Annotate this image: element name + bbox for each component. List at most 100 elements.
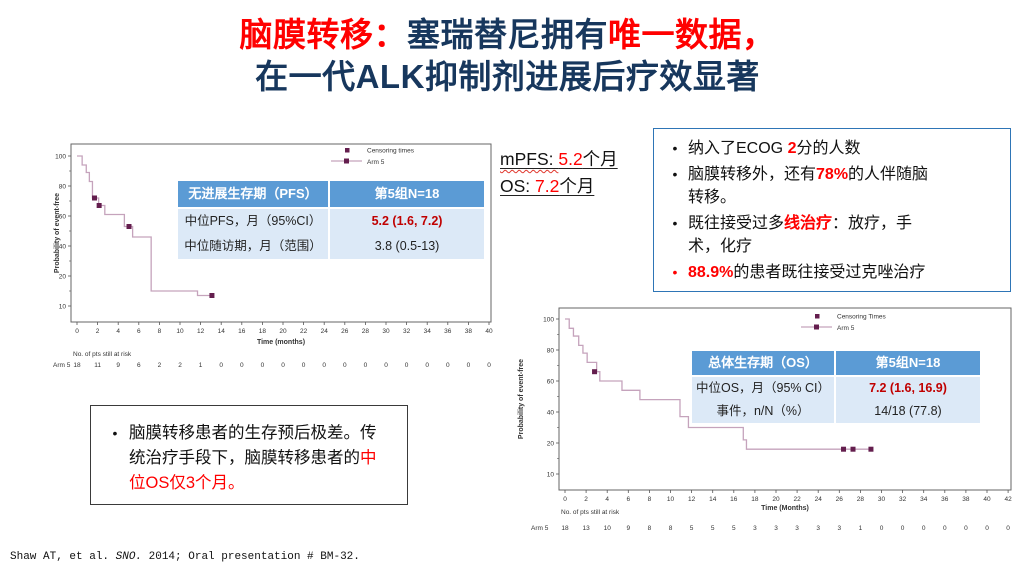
svg-text:0: 0	[322, 362, 326, 369]
svg-text:30: 30	[878, 496, 886, 503]
svg-text:Probability of event-free: Probability of event-free	[54, 193, 61, 273]
key-points-list: • 纳入了ECOG 2分的人数 • 脑膜转移外，还有78%的人伴随脑转移。 • 既往接受过…	[662, 137, 1000, 284]
svg-text:10: 10	[604, 525, 612, 532]
text-segment: 脑膜转移：	[239, 16, 407, 53]
title-line-1: 脑膜转移：塞瑞替尼拥有唯一数据，	[0, 14, 1015, 56]
title-line-2: 在一代ALK抑制剂进展后疗效显著	[0, 56, 1015, 98]
text-segment: 塞瑞替尼拥有	[407, 16, 608, 53]
svg-text:24: 24	[815, 496, 823, 503]
svg-text:Arm 5: Arm 5	[367, 159, 385, 166]
svg-text:0: 0	[901, 525, 905, 532]
prognosis-note-text: 脑膜转移患者的生存预后极差。传统治疗手段下，脑膜转移患者的中位OS仅3个月。	[129, 421, 383, 496]
bullet-marker: •	[672, 264, 678, 280]
bullet-item: • 脑膜转移外，还有78%的人伴随脑转移。	[662, 163, 1000, 209]
svg-text:0: 0	[964, 525, 968, 532]
text-segment: 个月	[559, 176, 595, 196]
svg-text:40: 40	[485, 328, 493, 335]
svg-text:12: 12	[197, 328, 205, 335]
svg-text:2: 2	[178, 362, 182, 369]
svg-text:5: 5	[732, 525, 736, 532]
svg-text:Arm 5: Arm 5	[837, 325, 855, 332]
svg-text:0: 0	[467, 362, 471, 369]
svg-text:18: 18	[561, 525, 569, 532]
svg-text:0: 0	[384, 362, 388, 369]
text-segment: 分的人数	[796, 140, 861, 157]
svg-text:3: 3	[837, 525, 841, 532]
text-segment: 中位OS仅3个月	[129, 449, 377, 492]
os-median-value: 7.2 (1.6, 16.9)	[836, 377, 980, 400]
svg-text:36: 36	[941, 496, 949, 503]
text-segment: 既往接受过多	[688, 215, 785, 232]
text-segment: 线治疗	[784, 215, 833, 232]
os-table: 总体生存期（OS） 第5组N=18 中位OS，月（95% CI） 7.2 (1.…	[692, 351, 980, 423]
svg-text:22: 22	[793, 496, 801, 503]
pfs-km-chart: 100 80 60 40 20 10 0 2 4 6 8 10 12 14 16 18 20 22 24 26 28 30…	[53, 132, 493, 384]
svg-text:60: 60	[547, 378, 555, 385]
os-line: OS: 7.2个月	[500, 173, 618, 200]
svg-text:0: 0	[302, 362, 306, 369]
svg-text:4: 4	[116, 328, 120, 335]
svg-text:0: 0	[75, 328, 79, 335]
svg-text:26: 26	[341, 328, 349, 335]
text-segment: 脑膜转移外，还有	[688, 166, 817, 183]
svg-text:Probability of event-free: Probability of event-free	[518, 359, 525, 439]
svg-text:60: 60	[59, 213, 67, 220]
svg-text:20: 20	[772, 496, 780, 503]
svg-text:9: 9	[626, 525, 630, 532]
svg-text:Time (Months): Time (Months)	[761, 505, 809, 512]
svg-text:2: 2	[158, 362, 162, 369]
text-segment: OS:	[500, 176, 536, 196]
svg-text:0: 0	[364, 362, 368, 369]
bullet-marker: •	[672, 215, 678, 231]
svg-text:12: 12	[688, 496, 696, 503]
pfs-table-header-metric: 无进展生存期（PFS）	[178, 181, 328, 207]
svg-text:14: 14	[218, 328, 226, 335]
pfs-median-value: 5.2 (1.6, 7.2)	[330, 209, 484, 234]
bullet-text: 脑膜转移外，还有78%的人伴随脑转移。	[688, 163, 934, 209]
text-segment: 个月	[582, 149, 618, 169]
svg-text:0: 0	[425, 362, 429, 369]
bullet-item: • 纳入了ECOG 2分的人数	[662, 137, 1000, 160]
svg-text:26: 26	[836, 496, 844, 503]
svg-text:0: 0	[563, 496, 567, 503]
svg-text:8: 8	[648, 525, 652, 532]
svg-text:0: 0	[943, 525, 947, 532]
svg-text:0: 0	[240, 362, 244, 369]
svg-text:Time (months): Time (months)	[257, 339, 305, 346]
text-segment: 78%	[816, 166, 849, 183]
svg-text:16: 16	[730, 496, 738, 503]
pfs-followup-value: 3.8 (0.5-13)	[330, 234, 484, 259]
svg-text:18: 18	[751, 496, 759, 503]
svg-text:0: 0	[985, 525, 989, 532]
os-events-label: 事件，n/N（%）	[692, 400, 834, 423]
text-segment: Shaw AT, et al.	[10, 551, 116, 563]
text-segment: 的人伴随脑转移。	[688, 166, 929, 206]
svg-text:16: 16	[238, 328, 246, 335]
svg-text:0: 0	[922, 525, 926, 532]
svg-text:24: 24	[321, 328, 329, 335]
os-median-label: 中位OS，月（95% CI）	[692, 377, 834, 400]
bullet-item: • 88.9%的患者既往接受过克唑治疗	[662, 261, 1000, 284]
bullet-marker: •	[672, 140, 678, 156]
text-segment: ：放疗，手术，化疗	[688, 215, 913, 255]
svg-text:40: 40	[983, 496, 991, 503]
mpfs-os-callout: mPFS: 5.2个月 OS: 7.2个月	[500, 146, 618, 200]
svg-text:0: 0	[405, 362, 409, 369]
bullet-marker: •	[672, 166, 678, 182]
svg-text:No. of pts still at risk: No. of pts still at risk	[561, 509, 620, 516]
bullet-text: 纳入了ECOG 2分的人数	[688, 137, 934, 160]
text-segment: 7.2	[535, 176, 560, 196]
key-points-box: • 纳入了ECOG 2分的人数 • 脑膜转移外，还有78%的人伴随脑转移。 • 既往接受过…	[653, 128, 1011, 292]
svg-text:100: 100	[55, 153, 66, 160]
svg-text:1: 1	[199, 362, 203, 369]
svg-text:0: 0	[487, 362, 491, 369]
os-table-header-metric: 总体生存期（OS）	[692, 351, 834, 375]
svg-text:28: 28	[362, 328, 370, 335]
svg-text:32: 32	[899, 496, 907, 503]
svg-text:11: 11	[94, 362, 101, 369]
svg-text:40: 40	[547, 409, 555, 416]
svg-text:18: 18	[259, 328, 267, 335]
svg-text:0: 0	[281, 362, 285, 369]
svg-text:Censoring Times: Censoring Times	[837, 314, 887, 321]
